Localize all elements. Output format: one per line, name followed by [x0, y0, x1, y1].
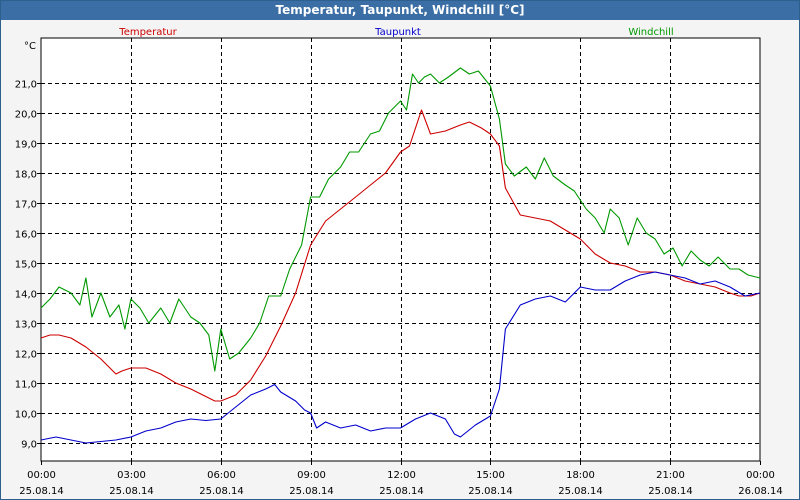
x-tick-date: 26.08.14: [738, 486, 783, 497]
series-line-taupunkt: [40, 271, 761, 444]
y-tick-label: 16,0: [15, 230, 37, 241]
x-tick-time: 09:00: [297, 470, 326, 481]
y-tick-label: 17,0: [15, 200, 37, 211]
y-tick-label: 11,0: [15, 380, 37, 391]
y-tick-label: 15,0: [15, 260, 37, 271]
series-line-windchill: [40, 67, 761, 372]
legend-temperatur: Temperatur: [118, 27, 177, 38]
y-tick-label: 14,0: [15, 290, 37, 301]
y-axis-label: °C: [24, 41, 36, 52]
x-tick-time: 06:00: [207, 470, 236, 481]
legend: Temperatur Taupunkt Windchill: [118, 27, 673, 38]
y-tick-label: 12,0: [15, 350, 37, 361]
series-line-temperatur: [40, 109, 761, 402]
x-tick-time: 21:00: [656, 470, 685, 481]
x-tick-date: 25.08.14: [558, 486, 603, 497]
x-tick-time: 00:00: [27, 470, 56, 481]
plot-area: [40, 37, 761, 462]
x-tick-date: 25.08.14: [648, 486, 693, 497]
x-tick-date: 25.08.14: [199, 486, 244, 497]
x-tick-date: 25.08.14: [468, 486, 513, 497]
y-axis: 9,0 10,0 11,0 12,0 13,0 14,0 15,0 16,0 17,0 18,0 1…: [15, 80, 41, 451]
legend-taupunkt: Taupunkt: [374, 27, 421, 38]
x-tick-time: 12:00: [387, 470, 416, 481]
x-tick-time: 15:00: [476, 470, 505, 481]
y-tick-label: 20,0: [15, 110, 37, 121]
y-tick-label: 21,0: [15, 80, 37, 91]
y-tick-label: 18,0: [15, 170, 37, 181]
y-tick-label: 13,0: [15, 320, 37, 331]
window-title: Temperatur, Taupunkt, Windchill [°C]: [1, 1, 799, 20]
legend-windchill: Windchill: [628, 27, 673, 38]
x-tick-date: 25.08.14: [109, 486, 154, 497]
x-tick-time: 00:00: [746, 470, 775, 481]
x-tick-time: 03:00: [117, 470, 146, 481]
x-tick-date: 25.08.14: [19, 486, 64, 497]
y-tick-label: 9,0: [21, 440, 37, 451]
y-tick-label: 19,0: [15, 140, 37, 151]
grid-lines: [41, 38, 760, 461]
series-lines: [40, 67, 761, 444]
x-axis: 00:00 25.08.14 03:00 25.08.14 06:00 25.08.14 0…: [19, 461, 783, 497]
x-tick-date: 25.08.14: [289, 486, 334, 497]
x-tick-date: 25.08.14: [379, 486, 424, 497]
y-tick-label: 10,0: [15, 410, 37, 421]
x-tick-time: 18:00: [566, 470, 595, 481]
